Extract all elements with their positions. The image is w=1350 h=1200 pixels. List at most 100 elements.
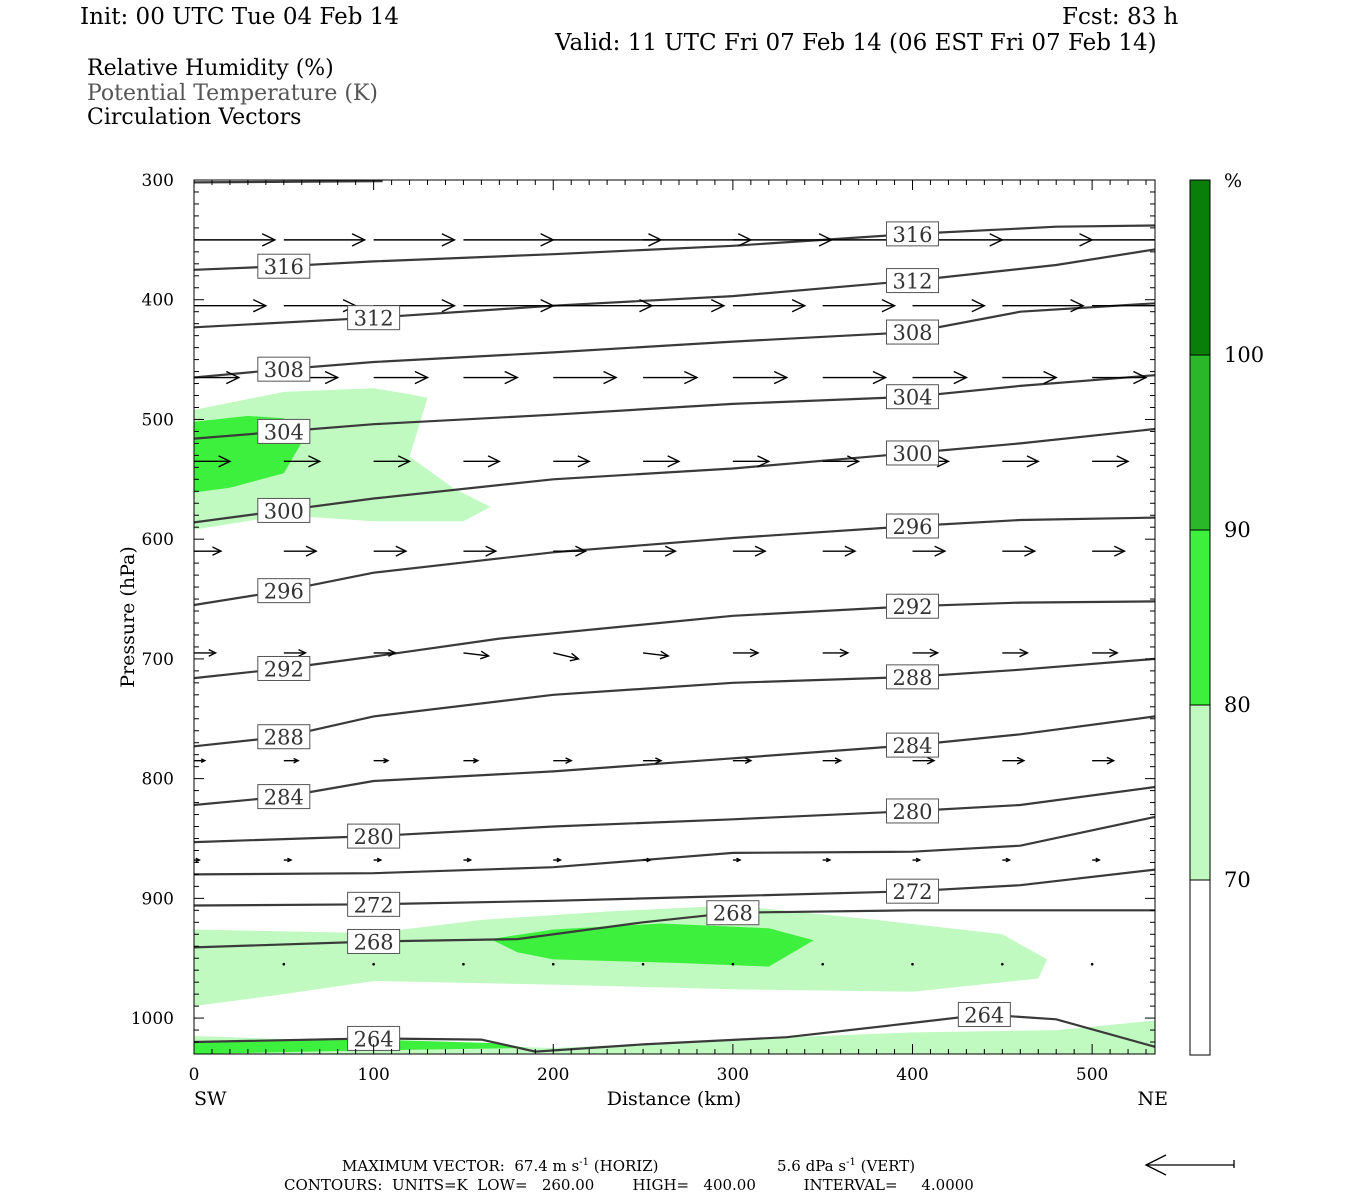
vector-610-400	[912, 545, 947, 557]
vector-405-50	[283, 298, 358, 313]
y-tick-label-700: 700	[142, 650, 174, 670]
contour-label-292-1: 292	[892, 595, 932, 619]
y-axis-label: Pressure (hPa)	[117, 546, 139, 688]
contour-label-284-1: 284	[892, 734, 932, 758]
vector-868-200	[553, 857, 563, 863]
circulation-vectors	[194, 233, 1155, 966]
vector-405-450	[1002, 298, 1085, 313]
colorbar-segment-4	[1189, 879, 1211, 1056]
reference-vector-arrow	[1144, 1154, 1235, 1176]
colorbar-label-70: 70	[1224, 868, 1251, 892]
vector-785-150	[463, 757, 480, 764]
vector-535-100	[373, 455, 412, 468]
vector-610-50	[283, 545, 318, 557]
contour-label-box-272-0	[347, 891, 401, 917]
plot-frame	[193, 179, 1156, 1055]
vector-785-50	[283, 757, 300, 764]
contour-label-300-1: 300	[892, 442, 932, 466]
y-tick-label-900: 900	[142, 889, 174, 909]
theta-contour-308	[194, 302, 1155, 379]
contour-label-box-304-1	[886, 384, 940, 410]
vector-785-400	[912, 756, 936, 765]
vector-785-500	[1092, 756, 1116, 765]
vector-535-250	[643, 455, 681, 468]
contour-label-312-1: 312	[892, 270, 932, 294]
contour-label-box-316-1	[886, 221, 940, 247]
y-tick-label-500: 500	[142, 410, 174, 430]
contour-label-box-300-0	[257, 497, 311, 523]
vector-465-450	[1002, 370, 1058, 385]
vector-405-350	[822, 298, 897, 313]
vector-610-350	[822, 545, 857, 557]
legend-circulation-vectors: Circulation Vectors	[87, 105, 302, 130]
vector-610-300	[732, 545, 767, 557]
vector-785-0	[194, 758, 207, 764]
valid-time: Valid: 11 UTC Fri 07 Feb 14 (06 EST Fri …	[555, 30, 1157, 56]
contour-label-box-280-0	[347, 823, 401, 849]
vector-955-250	[641, 962, 645, 966]
y-tick-label-300: 300	[142, 171, 174, 191]
contour-label-284-0: 284	[264, 786, 304, 810]
contour-label-280-0: 280	[354, 825, 394, 849]
contour-label-288-1: 288	[892, 666, 932, 690]
contour-label-296-1: 296	[892, 515, 932, 539]
colorbar-label-100: 100	[1224, 343, 1264, 367]
x-tick-label-300: 300	[717, 1065, 749, 1085]
vector-868-250	[643, 857, 652, 863]
contour-label-box-268-1	[706, 900, 760, 926]
contour-label-box-308-0	[257, 356, 311, 382]
contour-label-280-1: 280	[892, 800, 932, 824]
vector-868-400	[912, 857, 922, 863]
horiz-vector-suffix: (HORIZ)	[593, 1157, 659, 1175]
vector-955-100	[372, 962, 375, 966]
vector-785-350	[822, 757, 843, 765]
relative-humidity-fill	[194, 388, 1155, 1054]
humidity-colorbar: 100 90 80 70	[1189, 179, 1264, 1056]
contour-info: CONTOURS: UNITS=K LOW= 260.00 HIGH= 400.…	[284, 1176, 974, 1194]
vector-955-500	[1090, 962, 1094, 966]
vector-695-500	[1092, 648, 1119, 658]
vector-465-0	[194, 370, 241, 385]
vector-695-0	[194, 649, 218, 657]
theta-contour-312	[194, 248, 1155, 329]
vector-350-450	[1002, 233, 1094, 247]
vector-695-200	[553, 652, 580, 662]
contour-label-box-268-0	[347, 928, 401, 954]
theta-contour-264	[194, 1013, 1155, 1053]
contour-label-box-296-1	[886, 513, 940, 539]
vector-695-300	[732, 648, 760, 658]
colorbar-segment-3	[1189, 704, 1211, 881]
vector-695-50	[283, 649, 307, 657]
contour-label-304-0: 304	[264, 420, 304, 444]
colorbar-segment-1	[1189, 354, 1211, 531]
contour-label-box-284-1	[886, 732, 940, 758]
horiz-vector-exponent: -1	[579, 1157, 589, 1168]
vector-785-100	[373, 757, 390, 764]
vector-465-150	[463, 370, 519, 385]
contour-label-272-0: 272	[354, 893, 394, 917]
vector-405-300	[732, 298, 807, 313]
vector-405-400	[912, 298, 986, 313]
vector-610-450	[1002, 545, 1037, 557]
contour-label-264-1: 264	[964, 1003, 1004, 1027]
vector-868-300	[732, 857, 742, 863]
contour-label-box-288-1	[886, 664, 940, 690]
vector-695-150	[463, 650, 491, 660]
vector-785-250	[643, 757, 663, 765]
vector-610-150	[463, 545, 498, 557]
contour-label-box-292-0	[257, 655, 311, 681]
colorbar-label-90: 90	[1224, 518, 1251, 542]
x-tick-label-500: 500	[1076, 1065, 1108, 1085]
vector-535-50	[283, 455, 322, 468]
contour-label-box-312-1	[886, 268, 940, 294]
vector-955-300	[731, 962, 735, 966]
x-end-label-right: NE	[1138, 1088, 1169, 1110]
vector-535-150	[463, 455, 501, 468]
vector-535-450	[1002, 455, 1040, 468]
contour-label-296-0: 296	[264, 580, 304, 604]
vector-535-300	[732, 455, 771, 468]
vector-535-500	[1092, 455, 1130, 468]
theta-contour-276	[194, 815, 1155, 876]
y-tick-label-800: 800	[142, 770, 174, 790]
vector-535-0	[194, 455, 232, 468]
